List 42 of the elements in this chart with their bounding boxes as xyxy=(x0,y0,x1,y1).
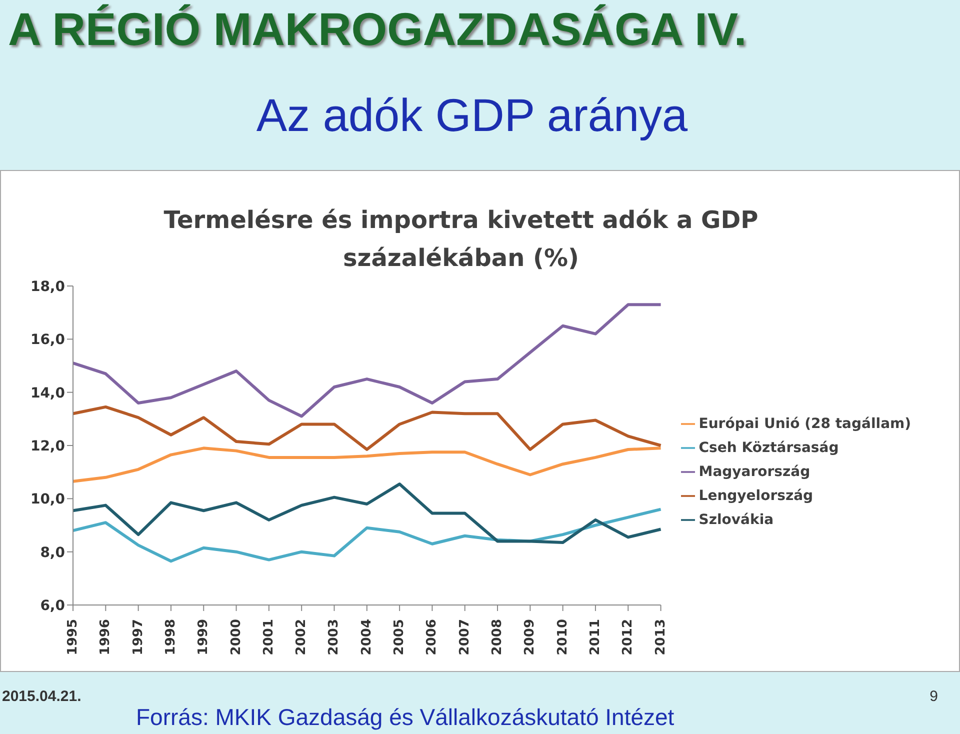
legend-label: Lengyelország xyxy=(698,488,814,504)
x-tick-label: 2011 xyxy=(588,619,603,656)
legend-label: Cseh Köztársaság xyxy=(698,440,839,456)
x-tick-label: 1996 xyxy=(98,619,114,656)
line-series xyxy=(72,303,662,418)
y-tick-label: 12,0 xyxy=(30,438,66,454)
y-tick-label: 8,0 xyxy=(40,544,66,561)
line-series xyxy=(72,508,662,563)
x-tick-label: 1999 xyxy=(196,619,212,656)
y-tick-label: 18,0 xyxy=(30,278,66,295)
x-tick-label: 2006 xyxy=(424,619,440,656)
x-tick-label: 2008 xyxy=(490,619,506,656)
x-tick-label: 1998 xyxy=(163,619,178,656)
legend-label: Európai Unió (28 tagállam) xyxy=(698,416,911,432)
x-tick-label: 2007 xyxy=(457,619,472,656)
text: Forrás: MKIK Gazdaság és Vállalkozáskutató Intézet xyxy=(136,704,674,731)
x-tick-label: 2013 xyxy=(653,619,668,656)
x-tick-label: 2002 xyxy=(294,619,310,656)
legend-label: Magyarország xyxy=(698,464,810,480)
y-tick-label: 6,0 xyxy=(40,598,66,614)
line-series xyxy=(72,482,662,544)
line-series xyxy=(72,405,662,451)
x-tick-label: 2000 xyxy=(228,619,244,656)
x-tick-label: 2009 xyxy=(522,619,538,656)
text: 2015.04.21. xyxy=(2,688,82,705)
x-tick-label: 2001 xyxy=(261,619,276,656)
x-tick-label: 1997 xyxy=(130,619,146,656)
text: 9 xyxy=(930,688,938,705)
line-series xyxy=(72,446,662,483)
legend-label: Szlovákia xyxy=(698,512,774,528)
x-tick-label: 2005 xyxy=(392,619,408,656)
x-tick-label: 2012 xyxy=(620,619,636,656)
x-tick-label: 2004 xyxy=(359,619,374,656)
chart-title: A RÉGIÓ MAKROGAZDASÁGA IV. xyxy=(8,2,747,56)
y-tick-label: 10,0 xyxy=(30,492,66,508)
chart-subtitle: Az adók GDP aránya xyxy=(255,88,689,142)
text: Termelésre és importra kivetett adók a GDP százalékában (%) xyxy=(162,205,760,274)
x-tick-label: 2003 xyxy=(326,619,342,656)
x-tick-label: 2010 xyxy=(555,619,570,656)
y-tick-label: 16,0 xyxy=(30,332,66,348)
y-tick-label: 14,0 xyxy=(30,385,66,402)
x-tick-label: 1995 xyxy=(66,619,80,656)
